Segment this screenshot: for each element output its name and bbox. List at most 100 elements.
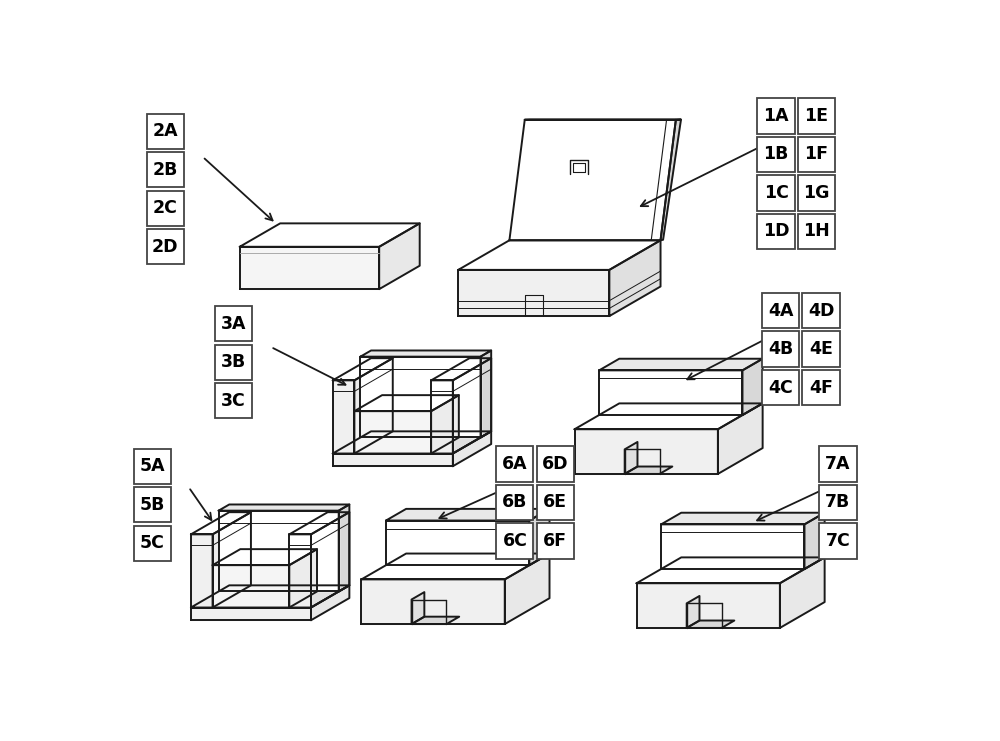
Polygon shape: [718, 403, 763, 474]
FancyBboxPatch shape: [757, 136, 795, 172]
Polygon shape: [481, 350, 491, 437]
Text: 3C: 3C: [221, 392, 246, 410]
Text: 6B: 6B: [502, 494, 528, 511]
Polygon shape: [412, 592, 424, 624]
Polygon shape: [637, 583, 780, 628]
Polygon shape: [289, 534, 311, 608]
FancyBboxPatch shape: [537, 485, 574, 520]
Polygon shape: [191, 608, 311, 620]
Polygon shape: [219, 505, 349, 511]
Polygon shape: [599, 359, 763, 370]
FancyBboxPatch shape: [147, 113, 184, 149]
Polygon shape: [311, 512, 349, 608]
Polygon shape: [804, 513, 825, 569]
FancyBboxPatch shape: [147, 229, 184, 265]
FancyBboxPatch shape: [147, 190, 184, 226]
Text: 3A: 3A: [221, 315, 246, 333]
Polygon shape: [379, 223, 420, 289]
Polygon shape: [574, 429, 718, 474]
Text: 5A: 5A: [139, 457, 165, 475]
FancyBboxPatch shape: [762, 370, 799, 405]
Polygon shape: [219, 511, 339, 591]
Text: 4E: 4E: [809, 340, 833, 358]
Text: 1G: 1G: [803, 184, 830, 202]
Text: 3B: 3B: [221, 353, 246, 371]
Polygon shape: [529, 509, 550, 565]
FancyBboxPatch shape: [798, 98, 835, 133]
Polygon shape: [213, 549, 317, 565]
Text: 6A: 6A: [502, 455, 528, 473]
Polygon shape: [333, 453, 453, 466]
FancyBboxPatch shape: [147, 152, 184, 187]
FancyBboxPatch shape: [215, 345, 252, 380]
Polygon shape: [412, 617, 459, 624]
FancyBboxPatch shape: [496, 523, 533, 559]
Polygon shape: [240, 223, 420, 247]
Polygon shape: [360, 356, 481, 437]
Polygon shape: [687, 620, 734, 628]
FancyBboxPatch shape: [762, 293, 799, 328]
Polygon shape: [213, 565, 289, 608]
Polygon shape: [191, 534, 213, 608]
Text: 7A: 7A: [825, 455, 851, 473]
FancyBboxPatch shape: [215, 383, 252, 419]
FancyBboxPatch shape: [802, 370, 840, 405]
Text: 6C: 6C: [502, 532, 527, 550]
Polygon shape: [311, 585, 349, 620]
FancyBboxPatch shape: [134, 448, 171, 484]
Polygon shape: [361, 579, 505, 624]
Text: 1A: 1A: [763, 107, 789, 125]
Polygon shape: [780, 557, 825, 628]
FancyBboxPatch shape: [757, 175, 795, 210]
Polygon shape: [213, 512, 251, 608]
Polygon shape: [333, 431, 491, 453]
FancyBboxPatch shape: [819, 446, 857, 482]
Polygon shape: [191, 512, 251, 534]
Text: 4F: 4F: [809, 379, 833, 396]
Polygon shape: [431, 358, 491, 380]
Text: 1F: 1F: [804, 145, 828, 163]
Polygon shape: [625, 442, 637, 474]
Text: 4C: 4C: [768, 379, 793, 396]
Polygon shape: [453, 431, 491, 466]
Text: 2D: 2D: [152, 238, 179, 256]
Text: 4B: 4B: [768, 340, 793, 358]
Polygon shape: [361, 554, 550, 579]
Polygon shape: [333, 358, 393, 380]
Polygon shape: [354, 358, 393, 453]
Polygon shape: [505, 554, 550, 624]
Polygon shape: [742, 359, 763, 415]
Polygon shape: [354, 411, 431, 453]
Polygon shape: [509, 120, 676, 240]
Polygon shape: [386, 509, 550, 520]
FancyBboxPatch shape: [802, 331, 840, 367]
Polygon shape: [458, 270, 609, 316]
Polygon shape: [339, 505, 349, 591]
Polygon shape: [453, 358, 491, 453]
Text: 6E: 6E: [543, 494, 567, 511]
FancyBboxPatch shape: [496, 446, 533, 482]
Text: 1D: 1D: [763, 222, 789, 240]
Polygon shape: [458, 240, 661, 270]
Text: 5B: 5B: [139, 496, 165, 514]
FancyBboxPatch shape: [798, 175, 835, 210]
FancyBboxPatch shape: [798, 213, 835, 249]
Text: 6D: 6D: [542, 455, 568, 473]
Polygon shape: [240, 247, 379, 289]
Polygon shape: [333, 380, 354, 453]
FancyBboxPatch shape: [798, 136, 835, 172]
Polygon shape: [386, 520, 529, 565]
FancyBboxPatch shape: [134, 525, 171, 561]
Text: 2A: 2A: [152, 122, 178, 140]
Polygon shape: [574, 403, 763, 429]
Polygon shape: [637, 557, 825, 583]
Text: 6F: 6F: [543, 532, 567, 550]
Polygon shape: [191, 585, 349, 608]
FancyBboxPatch shape: [537, 523, 574, 559]
FancyBboxPatch shape: [762, 331, 799, 367]
Polygon shape: [625, 467, 672, 474]
Polygon shape: [431, 380, 453, 453]
Text: 2B: 2B: [153, 161, 178, 179]
Polygon shape: [289, 512, 349, 534]
FancyBboxPatch shape: [757, 98, 795, 133]
